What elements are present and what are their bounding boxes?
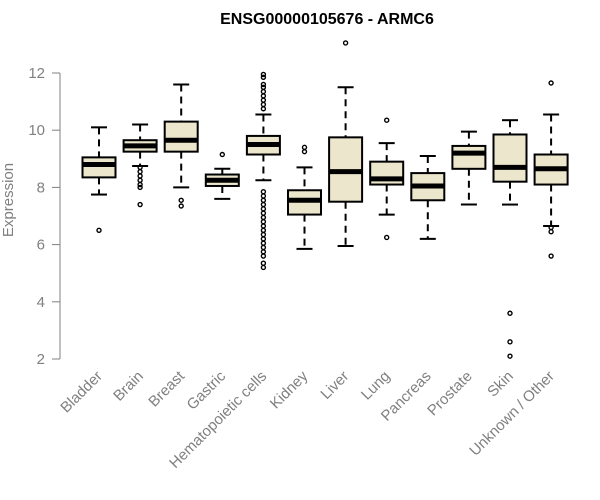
y-tick-label: 8 [37, 179, 45, 196]
outlier-point [548, 224, 554, 231]
outlier-point [260, 240, 267, 246]
x-category-label: Lung [358, 368, 394, 404]
x-category-label: Kidney [267, 367, 312, 412]
box-prostate [451, 130, 487, 206]
outlier-point [260, 93, 267, 99]
outlier-point [260, 214, 267, 221]
box-kidney [287, 144, 322, 250]
outlier-point [260, 193, 267, 199]
outlier-point [137, 184, 143, 191]
box-gastric [204, 151, 240, 200]
outlier-point [137, 181, 143, 188]
outlier-point [260, 188, 267, 195]
x-category-label: Breast [145, 367, 188, 410]
outlier-point [178, 197, 184, 203]
outlier-point [260, 210, 267, 216]
outlier-point [137, 177, 143, 183]
outlier-point [507, 339, 513, 345]
outlier-point [260, 197, 267, 203]
interquartile-box [81, 156, 117, 179]
y-tick-label: 2 [37, 351, 45, 368]
outlier-point [260, 244, 267, 251]
y-tick-label: 12 [28, 65, 45, 82]
box-pancreas [410, 154, 446, 240]
interquartile-box [451, 144, 487, 170]
y-tick-label: 4 [37, 294, 45, 311]
outlier-point [260, 97, 267, 103]
x-category-label: Skin [484, 368, 517, 401]
box-lung [369, 117, 405, 241]
outlier-point [137, 164, 143, 171]
outlier-point [137, 168, 143, 175]
outlier-point [548, 80, 554, 86]
box-series [81, 40, 569, 359]
outlier-point [178, 203, 184, 209]
box-bladder [81, 126, 117, 234]
outlier-point [219, 151, 226, 158]
outlier-point [260, 236, 267, 242]
outlier-point [507, 353, 513, 359]
outlier-point [342, 40, 349, 46]
outlier-point [548, 253, 554, 259]
outlier-point [260, 264, 267, 271]
outlier-point [260, 71, 267, 78]
outlier-point [260, 253, 267, 259]
y-axis-label: Expression [0, 163, 17, 237]
interquartile-box [163, 120, 199, 153]
x-category-label: Liver [317, 368, 352, 403]
outlier-point [260, 227, 267, 234]
outlier-point [507, 310, 513, 316]
y-tick-label: 10 [28, 122, 45, 139]
outlier-point [260, 101, 267, 108]
x-category-label: Bladder [57, 368, 106, 417]
outlier-point [548, 229, 554, 235]
outlier-point [96, 227, 102, 234]
x-category-label: Prostate [424, 368, 476, 420]
outlier-point [260, 260, 267, 266]
outlier-point [260, 249, 267, 255]
outlier-point [384, 234, 390, 241]
box-unknown-other [533, 80, 569, 259]
outlier-point [260, 206, 267, 212]
outlier-point [260, 231, 267, 238]
box-hematopoietic-cells [245, 71, 281, 271]
interquartile-box [492, 133, 528, 183]
outlier-point [260, 84, 267, 91]
y-axis-ticks: 2 4 6 8 10 12 [28, 65, 60, 368]
outlier-point [260, 106, 267, 112]
outlier-point [301, 144, 308, 151]
outlier-point [137, 201, 143, 208]
box-brain [122, 123, 158, 208]
outlier-point [260, 74, 267, 80]
box-liver [328, 40, 364, 248]
outlier-point [301, 148, 308, 155]
box-breast [163, 83, 199, 209]
y-tick-label: 6 [37, 237, 45, 254]
box-skin [492, 119, 528, 359]
chart-title: ENSG00000105676 - ARMC6 [220, 11, 434, 28]
outlier-point [137, 173, 143, 179]
outlier-point [260, 223, 267, 229]
outlier-point [384, 117, 390, 123]
outlier-point [260, 201, 267, 208]
x-category-label: Brain [110, 368, 147, 405]
outlier-point [260, 81, 267, 88]
outlier-point [260, 219, 267, 225]
outlier-point [260, 88, 267, 95]
